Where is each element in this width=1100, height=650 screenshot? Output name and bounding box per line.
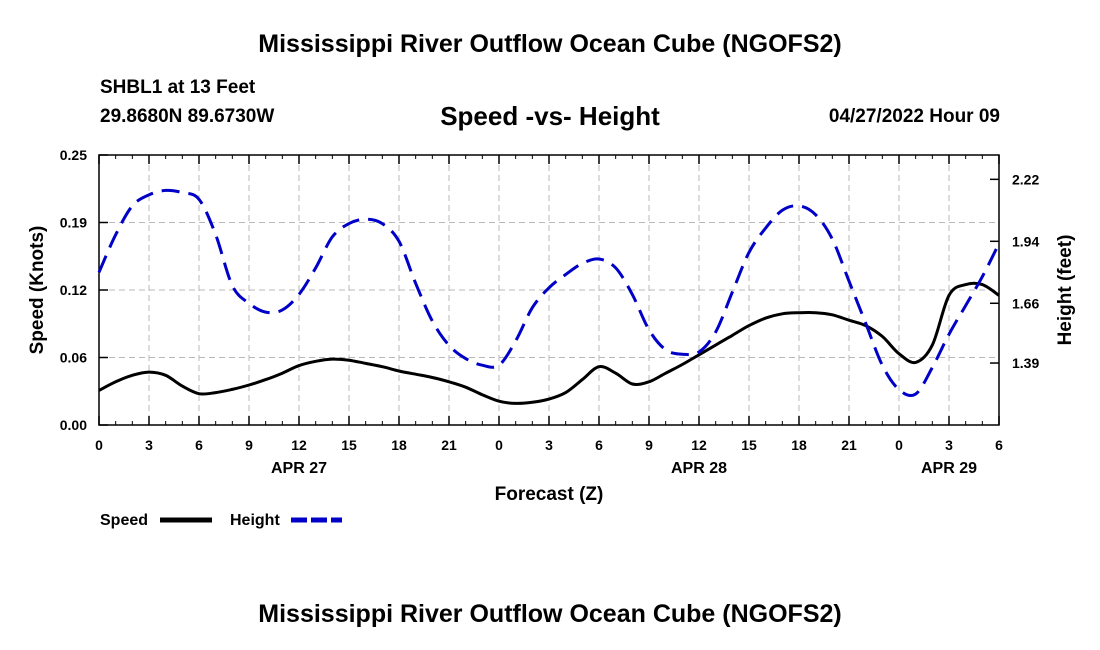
x-tick-label: 21 xyxy=(841,437,857,453)
y-right-tick-label: 1.66 xyxy=(1012,295,1039,311)
x-tick-label: 15 xyxy=(341,437,357,453)
x-tick-label: 18 xyxy=(391,437,407,453)
datetime-label: 04/27/2022 Hour 09 xyxy=(828,106,1000,127)
x-tick-label: 3 xyxy=(945,437,953,453)
series-line-speed xyxy=(98,281,1000,405)
x-tick-label: 3 xyxy=(545,437,553,453)
legend-label-height: Height xyxy=(230,512,280,529)
y-left-tick-label: 0.19 xyxy=(60,215,87,231)
coordinates-label: 29.8680N 89.6730W xyxy=(100,106,275,127)
y-right-tick-label: 2.22 xyxy=(1012,171,1039,187)
date-label: APR 29 xyxy=(921,460,977,477)
x-tick-label: 9 xyxy=(645,437,653,453)
y-left-tick-label: 0.00 xyxy=(60,417,87,433)
chart-title: Mississippi River Outflow Ocean Cube (NG… xyxy=(258,30,842,58)
x-tick-label: 6 xyxy=(595,437,603,453)
y-left-tick-label: 0.06 xyxy=(60,350,87,366)
footer-title: Mississippi River Outflow Ocean Cube (NG… xyxy=(258,600,842,628)
speed-height-chart: 0 3 6 9 12 15 18 21 0 3 6 9 12 15 18 21 0 3 6 APR 27 APR 28 A… xyxy=(27,147,1076,529)
x-tick-label: 3 xyxy=(145,437,153,453)
y-left-tick-label: 0.25 xyxy=(60,147,87,163)
x-tick-label: 18 xyxy=(791,437,807,453)
x-axis-title: Forecast (Z) xyxy=(495,484,604,505)
x-tick-label: 6 xyxy=(195,437,203,453)
y-right-tick-label: 1.39 xyxy=(1012,355,1039,371)
x-tick-label: 15 xyxy=(741,437,757,453)
date-label: APR 28 xyxy=(671,460,727,477)
x-tick-label: 12 xyxy=(691,437,707,453)
date-label: APR 27 xyxy=(271,460,327,477)
y-right-tick-label: 1.94 xyxy=(1012,233,1039,249)
y-left-axis-title: Speed (Knots) xyxy=(27,226,48,355)
x-tick-label: 12 xyxy=(291,437,307,453)
station-label: SHBL1 at 13 Feet xyxy=(100,77,256,98)
y-right-axis-title: Height (feet) xyxy=(1055,235,1076,346)
chart-subtitle: Speed -vs- Height xyxy=(440,101,660,131)
legend-label-speed: Speed xyxy=(100,512,148,529)
y-left-tick-label: 0.12 xyxy=(60,282,87,298)
x-tick-label: 0 xyxy=(895,437,903,453)
x-tick-label: 0 xyxy=(95,437,103,453)
x-tick-label: 0 xyxy=(495,437,503,453)
x-tick-label: 21 xyxy=(441,437,457,453)
series-line-height xyxy=(97,188,1001,398)
x-tick-label: 6 xyxy=(995,437,1003,453)
x-tick-label: 9 xyxy=(245,437,253,453)
